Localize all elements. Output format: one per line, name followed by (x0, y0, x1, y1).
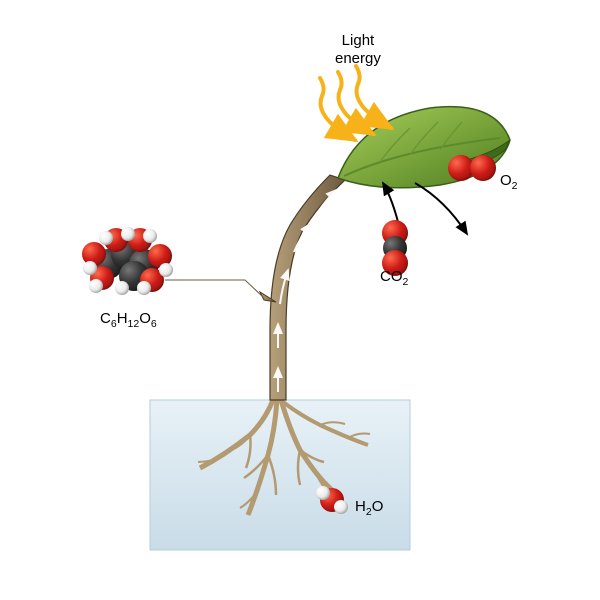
h-atom (334, 500, 348, 514)
h-atom (143, 229, 157, 243)
h-atom (316, 486, 330, 500)
photosynthesis-diagram: { "diagram": { "type": "infographic", "b… (0, 0, 600, 600)
stem (270, 175, 345, 400)
h-atom (99, 231, 113, 245)
o2-label: O2 (500, 172, 518, 192)
glucose-callout-line (165, 280, 263, 297)
o-atom (470, 155, 496, 181)
h2o-label: H2O (355, 498, 383, 518)
soil-water-box (150, 400, 410, 550)
h-atom (89, 279, 103, 293)
h-atom (115, 281, 129, 295)
h-atom (159, 263, 173, 277)
co2-label: CO2 (380, 268, 408, 288)
h-atom (121, 227, 135, 241)
light-energy-label: Light energy (335, 32, 381, 68)
scene-svg (0, 0, 600, 600)
o2-output-arrow (415, 183, 467, 234)
h-atom (137, 281, 151, 295)
glucose-label: C6H12O6 (100, 310, 157, 330)
h-atom (83, 261, 97, 275)
